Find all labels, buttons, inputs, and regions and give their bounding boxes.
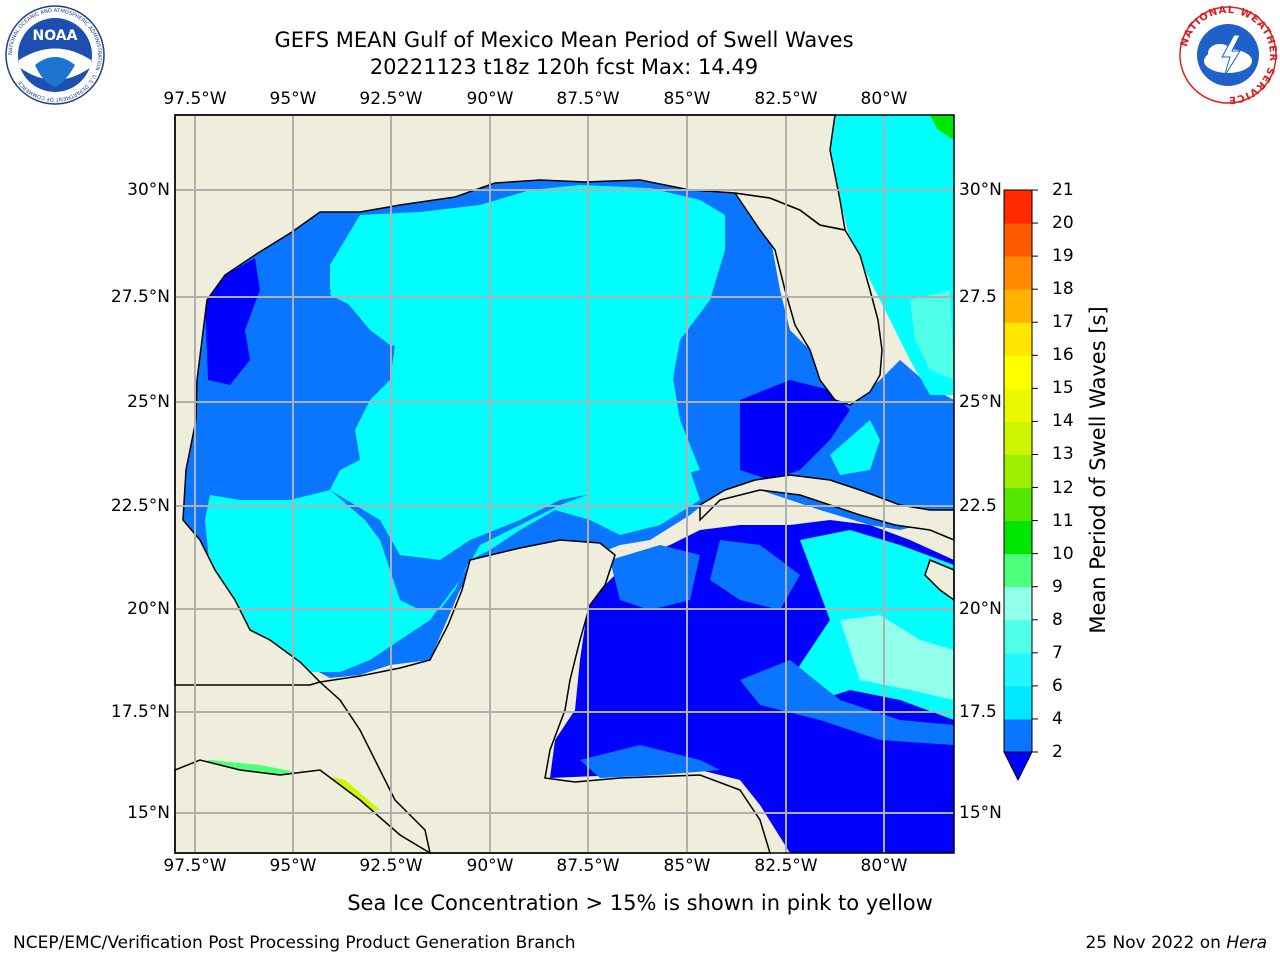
colorbar-tick-label: 18 xyxy=(1052,279,1074,300)
lat-tick-left: 25°N xyxy=(127,392,170,412)
lat-tick-right: 25°N xyxy=(959,392,1002,412)
lat-tick-left: 20°N xyxy=(127,599,170,619)
colorbar-segment xyxy=(1004,256,1032,290)
lon-tick-bottom: 90°W xyxy=(466,856,514,876)
lat-tick-left: 17.5°N xyxy=(110,702,170,722)
colorbar-under-arrow xyxy=(1003,751,1033,782)
sea-ice-note: Sea Ice Concentration > 15% is shown in … xyxy=(347,891,933,915)
lon-tick-top: 90°W xyxy=(466,89,514,109)
colorbar-tick-label: 20 xyxy=(1052,213,1074,234)
colorbar-tick-label: 4 xyxy=(1052,708,1063,729)
colorbar-tick-label: 21 xyxy=(1052,180,1074,200)
footer-date-text: 25 Nov 2022 on xyxy=(1085,933,1221,953)
lon-tick-top: 87.5°W xyxy=(556,89,620,109)
lon-tick-top: 92.5°W xyxy=(359,89,423,109)
colorbar-segment xyxy=(1004,586,1032,621)
lat-tick-left: 27.5°N xyxy=(110,287,170,307)
colorbar-segment xyxy=(1004,190,1032,224)
colorbar-tick-label: 16 xyxy=(1052,345,1074,366)
lon-tick-bottom: 87.5°W xyxy=(556,856,620,876)
map-frame xyxy=(174,114,955,854)
colorbar-tick-label: 14 xyxy=(1052,411,1074,432)
footer-host: Hera xyxy=(1226,933,1267,953)
lat-tick-left: 15°N xyxy=(127,803,170,823)
lon-tick-top: 97.5°W xyxy=(163,89,227,109)
noaa-text: NOAA xyxy=(33,28,78,44)
lat-tick-left: 30°N xyxy=(127,180,170,200)
colorbar-tick-label: 17 xyxy=(1052,312,1074,333)
colorbar-segment xyxy=(1004,223,1032,257)
footer-date: 25 Nov 2022 on Hera xyxy=(1085,933,1267,953)
lon-tick-bottom: 95°W xyxy=(269,856,317,876)
lon-tick-bottom: 97.5°W xyxy=(163,856,227,876)
lat-tick-right: 20°N xyxy=(959,599,1002,619)
chart-subtitle: 20221123 t18z 120h fcst Max: 14.49 xyxy=(369,55,759,79)
lon-tick-top: 80°W xyxy=(860,89,908,109)
colorbar-segment xyxy=(1004,685,1032,720)
lon-tick-top: 82.5°W xyxy=(754,89,818,109)
land-outlines xyxy=(174,114,955,855)
lon-tick-top: 85°W xyxy=(663,89,711,109)
colorbar-segment xyxy=(1004,388,1032,422)
lat-tick-left: 22.5°N xyxy=(110,496,170,516)
colorbar-segment xyxy=(1004,289,1032,323)
colorbar-tick-label: 8 xyxy=(1052,609,1063,630)
lat-tick-right: 30°N xyxy=(959,180,1002,200)
lon-tick-bottom: 82.5°W xyxy=(754,856,818,876)
colorbar-segment xyxy=(1004,421,1032,455)
colorbar-segment xyxy=(1004,619,1032,654)
colorbar-segment xyxy=(1004,487,1032,522)
colorbar xyxy=(1003,189,1038,782)
colorbar-segment xyxy=(1004,520,1032,555)
colorbar-segment xyxy=(1004,652,1032,687)
footer-credit: NCEP/EMC/Verification Post Processing Pr… xyxy=(13,933,576,953)
colorbar-tick-label: 13 xyxy=(1052,444,1074,465)
lon-tick-bottom: 80°W xyxy=(860,856,908,876)
colorbar-tick-label: 7 xyxy=(1052,642,1063,663)
colorbar-tick-label: 11 xyxy=(1052,510,1074,531)
colorbar-segment xyxy=(1004,322,1032,356)
colorbar-tick-label: 9 xyxy=(1052,576,1063,597)
lon-tick-bottom: 85°W xyxy=(663,856,711,876)
colorbar-tick-label: 19 xyxy=(1052,246,1074,267)
lon-tick-top: 95°W xyxy=(269,89,317,109)
grid-lines xyxy=(175,115,954,853)
colorbar-segment xyxy=(1004,553,1032,588)
chart-title: GEFS MEAN Gulf of Mexico Mean Period of … xyxy=(274,28,854,52)
lat-tick-right: 27.5 xyxy=(959,287,997,307)
colorbar-tick-label: 2 xyxy=(1052,742,1063,762)
colorbar-segment xyxy=(1004,718,1032,753)
colorbar-frame xyxy=(1003,189,1033,753)
colorbar-tick-label: 6 xyxy=(1052,675,1063,696)
colorbar-label: Mean Period of Swell Waves [s] xyxy=(1086,306,1110,634)
colorbar-segment xyxy=(1004,355,1032,389)
colorbar-segment xyxy=(1004,454,1032,489)
colorbar-tick-label: 15 xyxy=(1052,378,1074,399)
lat-tick-right: 17.5 xyxy=(959,702,997,722)
lat-tick-right: 22.5 xyxy=(959,496,997,516)
colorbar-tick-label: 12 xyxy=(1052,477,1074,498)
nws-logo: NATIONAL WEATHER SERVICE xyxy=(1179,5,1277,105)
colorbar-tick-label: 10 xyxy=(1052,543,1074,564)
noaa-logo: NATIONAL OCEANIC AND ATMOSPHERIC ADMINIS… xyxy=(5,5,105,105)
lon-tick-bottom: 92.5°W xyxy=(359,856,423,876)
lat-tick-right: 15°N xyxy=(959,803,1002,823)
